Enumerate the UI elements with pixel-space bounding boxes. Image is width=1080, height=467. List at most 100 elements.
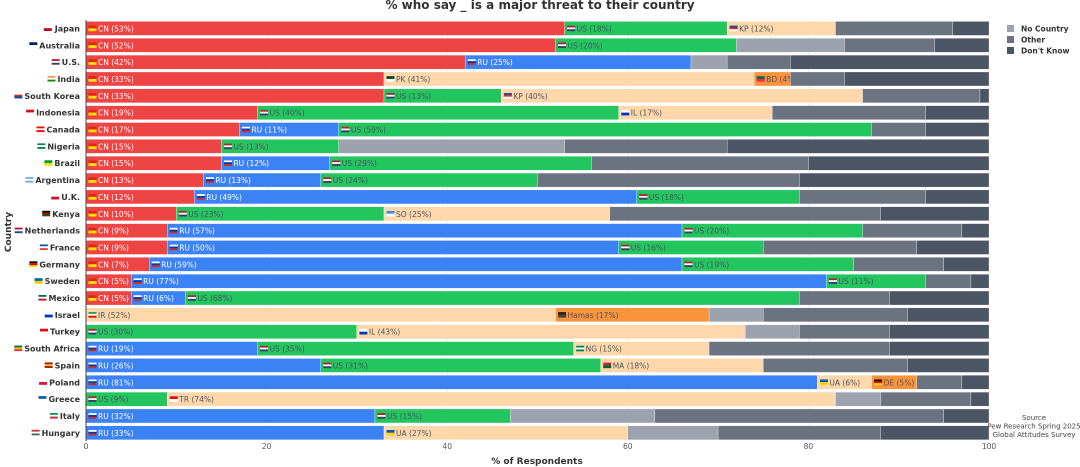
flag-icon xyxy=(178,210,187,217)
bar-segment xyxy=(970,391,990,407)
bar-segment xyxy=(925,105,990,120)
bars-layer: CN (53%) US (18%) KP (12%) CN (52%) US (20%)… xyxy=(85,21,990,440)
country-label: Brazil xyxy=(54,159,80,168)
data-label: UA (6%) xyxy=(829,378,860,387)
bar-row-argentina: CN (13%) RU (13%) US (24%) xyxy=(85,172,990,188)
data-label: DE (5%) xyxy=(884,378,915,387)
data-label: CN (7%) xyxy=(98,260,129,269)
bar-segment xyxy=(564,139,728,154)
data-label: PK (41%) xyxy=(396,75,430,84)
x-axis: 0 20 40 60 80 100 xyxy=(84,20,996,451)
data-label: RU (11%) xyxy=(252,126,288,135)
legend-item[interactable]: Other xyxy=(1007,36,1045,45)
flag-icon xyxy=(88,93,97,99)
country-flag-icon xyxy=(26,109,35,116)
country-label: Netherlands xyxy=(25,227,81,236)
country-labels: Japan Australia U.S. India South Korea Indone… xyxy=(14,24,81,438)
country-flag-icon xyxy=(42,210,51,217)
flag-icon xyxy=(639,194,648,200)
data-label: CN (9%) xyxy=(98,227,129,236)
bar-segment xyxy=(943,408,990,424)
bar-segment xyxy=(194,189,637,205)
flag-icon xyxy=(88,345,97,352)
bar-segment xyxy=(763,307,908,323)
data-label: CN (9%) xyxy=(98,243,129,252)
source-line: Global Attitudes Survey xyxy=(993,431,1076,439)
flag-icon xyxy=(828,278,837,284)
country-label: Sweden xyxy=(45,277,81,286)
data-label: RU (13%) xyxy=(215,176,251,185)
flag-icon xyxy=(88,312,97,318)
bar-segment xyxy=(130,274,827,289)
flag-icon xyxy=(323,362,332,369)
flag-icon xyxy=(386,76,395,82)
data-label: SO (25%) xyxy=(396,210,432,219)
bar-segment xyxy=(537,172,800,188)
bar-segment xyxy=(690,54,728,70)
bar-segment xyxy=(772,105,926,120)
flag-icon xyxy=(133,278,142,284)
legend-swatch xyxy=(1007,25,1014,32)
country-flag-icon xyxy=(14,227,23,234)
flag-icon xyxy=(187,295,196,301)
flag-icon xyxy=(205,177,214,183)
bar-row-india: CN (33%) PK (41%) BD (4%) xyxy=(85,71,990,87)
bar-row-canada: CN (17%) RU (11%) US (59%) xyxy=(85,122,990,137)
data-label: UA (27%) xyxy=(396,429,432,438)
bar-segment xyxy=(167,240,619,255)
data-label: RU (26%) xyxy=(98,361,134,370)
flag-icon xyxy=(88,109,97,116)
country-label: Mexico xyxy=(48,294,80,303)
data-label: US (13%) xyxy=(233,142,268,151)
flag-icon xyxy=(88,126,97,133)
bar-row-spain: RU (26%) US (31%) MA (18%) xyxy=(85,358,990,373)
bar-segment xyxy=(799,324,890,339)
country-flag-icon xyxy=(51,193,60,200)
flag-icon xyxy=(567,25,576,32)
legend-item[interactable]: Don't Know xyxy=(1007,47,1070,56)
country-label: Israel xyxy=(55,311,81,320)
bar-segment xyxy=(961,375,990,390)
country-flag-icon xyxy=(39,244,48,251)
data-label: RU (32%) xyxy=(98,412,134,421)
legend-item[interactable]: No Country xyxy=(1007,25,1069,34)
country-flag-icon xyxy=(37,143,46,149)
bar-segment xyxy=(790,54,990,70)
chart-title: % who say _ is a major threat to their c… xyxy=(385,0,694,13)
legend-swatch xyxy=(1007,36,1014,43)
data-label: RU (77%) xyxy=(143,277,179,286)
data-label: CN (12%) xyxy=(98,193,134,202)
flag-icon xyxy=(223,143,232,150)
flag-icon xyxy=(621,244,630,251)
country-label: Turkey xyxy=(50,328,81,337)
country-label: South Korea xyxy=(24,92,80,101)
flag-icon xyxy=(386,210,395,217)
flag-icon xyxy=(169,244,178,251)
data-label: US (29%) xyxy=(342,159,377,168)
country-label: Canada xyxy=(47,126,81,135)
country-flag-icon xyxy=(14,92,23,99)
bar-row-kenya: CN (10%) US (23%) SO (25%) xyxy=(85,206,990,221)
bar-segment xyxy=(654,408,945,424)
bar-segment xyxy=(889,290,990,306)
bar-segment xyxy=(85,38,556,53)
country-label: Kenya xyxy=(52,210,80,219)
data-label: CN (17%) xyxy=(98,126,134,135)
bar-segment xyxy=(708,341,890,356)
bar-segment xyxy=(907,358,990,373)
bar-segment xyxy=(501,88,863,103)
bar-segment xyxy=(853,257,944,272)
country-flag-icon xyxy=(29,42,38,48)
country-label: U.S. xyxy=(62,58,80,67)
bar-segment xyxy=(257,105,619,120)
flag-icon xyxy=(88,278,97,284)
data-label: US (40%) xyxy=(270,109,305,118)
bar-segment xyxy=(871,122,926,137)
data-label: RU (19%) xyxy=(98,345,134,354)
data-label: KP (12%) xyxy=(739,24,773,33)
x-tick-label: 80 xyxy=(804,442,814,451)
bar-segment xyxy=(799,172,990,188)
bar-row-nigeria: CN (15%) US (13%) xyxy=(85,139,990,154)
flag-icon xyxy=(603,362,612,369)
